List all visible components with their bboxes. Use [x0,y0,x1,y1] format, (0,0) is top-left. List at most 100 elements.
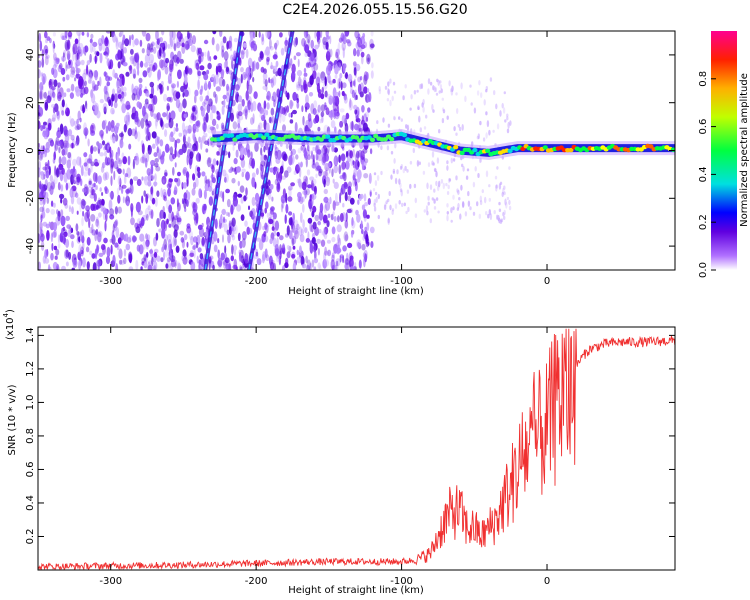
heatmap-speckle [497,214,500,222]
heatmap-speckle [51,243,54,251]
heatmap-speckle [108,192,113,198]
heatmap-speckle [330,259,335,270]
heatmap-speckle [50,252,54,261]
heatmap-speckle [110,125,115,133]
heatmap-speckle [274,150,278,156]
heatmap-speckle [268,116,272,124]
heatmap-speckle [221,209,226,215]
heatmap-speckle [197,247,202,253]
heatmap-speckle [109,208,115,216]
heatmap-speckle [441,118,445,124]
heatmap-speckle [369,226,375,234]
heatmap-speckle [313,162,319,168]
heatmap-speckle [179,230,185,236]
heatmap-speckle [99,152,104,157]
heatmap-speckle [208,259,211,270]
heatmap-speckle [446,160,449,165]
heatmap-speckle [300,228,305,235]
heatmap-speckle [312,205,317,213]
heatmap-speckle [182,256,188,265]
heatmap-speckle [195,212,199,224]
heatmap-speckle [312,221,317,230]
snr-y-tick-label: 0.4 [25,495,36,511]
heatmap-speckle [485,170,489,178]
heatmap-speckle [342,202,345,208]
heatmap-speckle [39,40,43,52]
heatmap-speckle [207,50,210,61]
heatmap-speckle [69,115,72,124]
heatmap-speckle [502,187,505,195]
heatmap-speckle [255,192,260,202]
heatmap-speckle [363,193,367,202]
heatmap-speckle [56,129,62,139]
heatmap-speckle [171,31,176,41]
heatmap-speckle [284,214,287,225]
heatmap-speckle [361,39,366,44]
heatmap-speckle [38,151,44,161]
heatmap-speckle [190,261,196,270]
heatmap-speckle [228,151,231,159]
heatmap-speckle [268,77,271,84]
heatmap-speckle [271,95,274,102]
heatmap-speckle [65,261,69,267]
heatmap-speckle [179,58,184,64]
heatmap-speckle [230,255,234,262]
heatmap-speckle [143,254,147,262]
heatmap-speckle [229,40,233,52]
heatmap-speckle [124,38,130,47]
heatmap-speckle [162,112,167,118]
heatmap-speckle [370,31,374,37]
heatmap-speckle [322,259,328,269]
heatmap-speckle [41,85,44,92]
heatmap-speckle [176,217,182,223]
heatmap-speckle [45,127,48,138]
heatmap-speckle [52,32,57,37]
heatmap-speckle [368,172,372,184]
heatmap-speckle [141,195,144,204]
heatmap-speckle [300,255,305,266]
heatmap-speckle [270,77,275,88]
heatmap-speckle [323,259,330,267]
heatmap-speckle [285,143,289,149]
heatmap-speckle [146,67,150,73]
heatmap-speckle [51,86,56,91]
heatmap-speckle [220,40,224,48]
heatmap-speckle [332,78,336,84]
heatmap-speckle [261,33,265,42]
heatmap-speckle [403,202,406,207]
heatmap-speckle [327,213,331,218]
heatmap-speckle [61,235,66,244]
heatmap-speckle [387,88,390,96]
heatmap-speckle [50,181,55,190]
heatmap-speckle [351,120,354,132]
heatmap-speckle [387,87,390,95]
heatmap-speckle [97,220,100,229]
heatmap-speckle [118,248,123,259]
heatmap-speckle [211,37,215,46]
heatmap-speckle [433,167,437,172]
heatmap-speckle [442,109,446,114]
heatmap-speckle [306,259,311,270]
heatmap-speckle [89,53,92,63]
heatmap-speckle [465,175,469,180]
heatmap-speckle [173,188,178,194]
heatmap-speckle [293,55,297,61]
heatmap-speckle [388,191,391,196]
heatmap-speckle [55,58,60,65]
heatmap-speckle [418,115,421,123]
heatmap-speckle [476,201,479,207]
heatmap-speckle [343,63,346,73]
heatmap-speckle [233,50,237,59]
heatmap-speckle [62,197,68,206]
heatmap-speckle [90,161,95,167]
heatmap-speckle [80,105,84,112]
heatmap-speckle [134,116,139,123]
heatmap-speckle [453,126,456,132]
heatmap-speckle [432,109,435,113]
heatmap-speckle [279,235,284,241]
heatmap-speckle [173,43,177,52]
heatmap-speckle [81,200,87,206]
heatmap-speckle [38,120,41,130]
heatmap-speckle [292,109,297,115]
heatmap-speckle [131,106,137,117]
